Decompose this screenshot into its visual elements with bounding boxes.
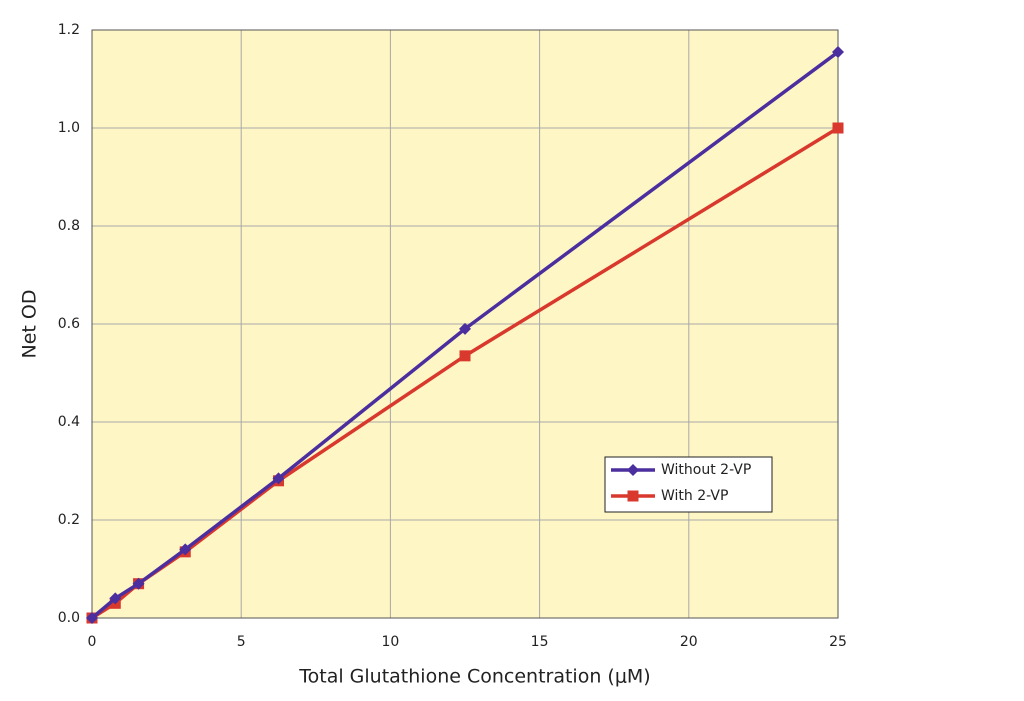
marker: [132, 577, 145, 590]
x-tick-label: 15: [531, 634, 549, 650]
x-tick-label: 20: [680, 634, 698, 650]
x-tick-label: 10: [381, 634, 399, 650]
y-tick-label: 1.0: [58, 120, 80, 136]
marker: [627, 464, 639, 476]
x-tick-label: 0: [88, 634, 97, 650]
x-axis-title: Total Glutathione Concentration (μM): [298, 666, 650, 688]
marker: [86, 612, 98, 624]
marker: [627, 490, 639, 502]
marker: [459, 350, 471, 362]
marker: [272, 472, 285, 485]
y-tick-label: 0.4: [58, 414, 80, 430]
y-tick-label: 1.2: [58, 22, 80, 38]
y-axis-title: Net OD: [19, 290, 41, 359]
plot-border: [91, 29, 839, 619]
marker: [459, 322, 471, 335]
marker: [832, 122, 844, 134]
x-tick-label: 5: [237, 634, 246, 650]
legend-label: Without 2-VP: [661, 462, 751, 478]
legend-label: With 2-VP: [661, 488, 728, 504]
marker: [109, 592, 122, 605]
x-tick-label: 25: [829, 634, 847, 650]
y-tick-label: 0.2: [58, 512, 80, 528]
marker: [179, 543, 192, 556]
marker: [832, 46, 844, 59]
y-tick-label: 0.8: [58, 218, 80, 234]
y-tick-label: 0.6: [58, 316, 80, 332]
y-tick-label: 0.0: [58, 610, 80, 626]
legend: Without 2-VP With 2-VP: [604, 456, 773, 513]
